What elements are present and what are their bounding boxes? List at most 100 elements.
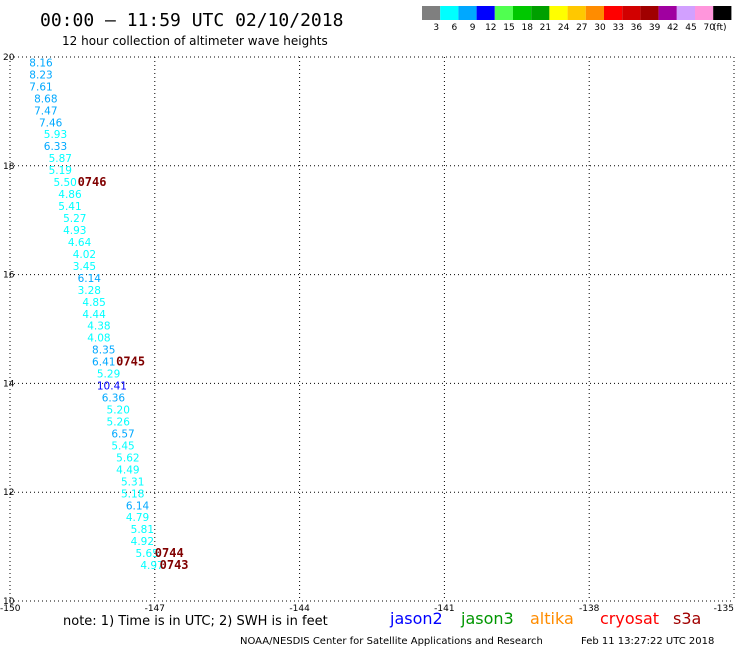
- wave-height-value: 4.79: [126, 512, 149, 524]
- wave-height-value: 5.27: [63, 213, 86, 225]
- scale-label: 6: [452, 23, 458, 33]
- scale-swatch: [713, 6, 732, 20]
- x-axis-ticks: -150 -147 -144 -141 -138 -135: [0, 604, 734, 614]
- units-note: note: 1) Time is in UTC; 2) SWH is in fe…: [63, 614, 328, 629]
- x-tick-label: -141: [434, 604, 454, 614]
- scale-label: 18: [521, 23, 533, 33]
- y-tick-label: 12: [3, 488, 14, 498]
- wave-height-value: 5.18: [121, 488, 144, 500]
- wave-height-value: 5.41: [58, 201, 81, 213]
- wave-height-value: 5.65: [135, 548, 158, 560]
- scale-label: 36: [631, 23, 643, 33]
- wave-height-value: 8.16: [29, 57, 53, 69]
- wave-height-value: 5.62: [116, 452, 139, 464]
- wave-height-value: 4.64: [68, 237, 92, 249]
- wave-height-value: 5.19: [49, 165, 72, 177]
- wave-height-value: 4.08: [87, 333, 110, 345]
- satellite-name: jason3: [460, 609, 514, 628]
- scale-label: 42: [667, 23, 678, 33]
- y-tick-label: 18: [3, 162, 15, 172]
- wave-height-value: 5.20: [107, 405, 130, 417]
- scale-swatch: [513, 6, 532, 20]
- satellite-name: altika: [530, 609, 574, 628]
- scale-swatch: [658, 6, 677, 20]
- scale-label: 70: [703, 23, 715, 33]
- wave-height-value: 4.49: [116, 464, 139, 476]
- time-label: 0745: [116, 355, 145, 369]
- wave-height-value: 6.36: [102, 393, 126, 405]
- wave-height-value: 8.68: [34, 93, 57, 105]
- wave-height-value: 5.29: [97, 369, 120, 381]
- color-scale-legend: 3 6 9 12 15 18 21 24 27 30 33 36 39 42 45 70: [422, 6, 732, 33]
- y-axis-ticks: 20 18 16 14 12 10: [3, 53, 15, 607]
- wave-height-value: 4.93: [63, 225, 86, 237]
- wave-height-value: 4.92: [131, 536, 154, 548]
- time-label: 0746: [78, 175, 107, 189]
- grid-lines: [9, 56, 735, 602]
- x-tick-label: -150: [0, 604, 21, 614]
- y-tick-label: 10: [3, 597, 15, 607]
- scale-swatch: [458, 6, 477, 20]
- satellite-legend: jason2 jason3 altika cryosat s3a: [389, 609, 701, 628]
- scale-label: 3: [433, 23, 439, 33]
- color-scale-unit: (ft): [713, 23, 727, 33]
- scale-swatch: [567, 6, 586, 20]
- wave-height-value: 7.46: [39, 117, 63, 129]
- wave-height-value: 3.45: [73, 261, 96, 273]
- scale-swatch: [494, 6, 513, 20]
- time-label: 0743: [160, 558, 189, 572]
- wave-height-value: 7.47: [34, 105, 57, 117]
- wave-height-value: 4.85: [82, 297, 105, 309]
- scale-swatch: [440, 6, 459, 20]
- wave-height-values: 8.168.237.618.687.477.465.936.335.875.19…: [29, 57, 163, 572]
- wave-height-value: 5.45: [111, 440, 134, 452]
- chart-subtitle: 12 hour collection of altimeter wave hei…: [62, 34, 328, 48]
- scale-label: 12: [485, 23, 496, 33]
- scale-label: 39: [649, 23, 661, 33]
- scale-label: 24: [558, 23, 570, 33]
- wave-height-value: 4.38: [87, 321, 110, 333]
- x-tick-label: -144: [289, 604, 310, 614]
- satellite-name: s3a: [673, 609, 701, 628]
- scale-label: 21: [540, 23, 551, 33]
- wave-height-value: 6.33: [44, 141, 67, 153]
- wave-height-value: 5.93: [44, 129, 67, 141]
- satellite-name: jason2: [389, 609, 443, 628]
- wave-height-value: 6.57: [111, 428, 134, 440]
- wave-height-value: 6.14: [78, 273, 102, 285]
- scale-swatch: [531, 6, 550, 20]
- wave-height-value: 3.28: [78, 285, 101, 297]
- satellite-name: cryosat: [600, 609, 659, 628]
- wave-height-value: 7.61: [29, 81, 52, 93]
- generated-timestamp: Feb 11 13:27:22 UTC 2018: [581, 636, 714, 647]
- y-tick-label: 16: [3, 271, 15, 281]
- wave-height-value: 6.14: [126, 500, 150, 512]
- scale-swatch: [622, 6, 641, 20]
- scale-swatch: [422, 6, 441, 20]
- scale-label: 27: [576, 23, 587, 33]
- chart-title: 00:00 – 11:59 UTC 02/10/2018: [40, 10, 343, 31]
- wave-height-value: 4.44: [82, 309, 106, 321]
- wave-height-value: 10.41: [97, 381, 127, 393]
- wave-height-value: 5.50: [53, 177, 76, 189]
- x-tick-label: -135: [714, 604, 734, 614]
- wave-height-value: 5.81: [131, 524, 154, 536]
- scale-swatch: [604, 6, 623, 20]
- wave-height-value: 8.35: [92, 345, 115, 357]
- wave-height-value: 4.02: [73, 249, 96, 261]
- x-tick-label: -147: [145, 604, 165, 614]
- scale-label: 30: [594, 23, 606, 33]
- scale-swatch: [585, 6, 604, 20]
- y-tick-label: 20: [3, 53, 15, 63]
- scale-swatch: [676, 6, 695, 20]
- scale-label: 33: [612, 23, 623, 33]
- credit-line: NOAA/NESDIS Center for Satellite Applica…: [240, 636, 543, 647]
- scale-label: 15: [503, 23, 514, 33]
- plot-area: -150 -147 -144 -141 -138 -135 20 18 16 14 12 10 8.…: [0, 53, 735, 614]
- scale-swatch: [640, 6, 659, 20]
- y-tick-label: 14: [3, 379, 15, 389]
- scale-swatch: [476, 6, 495, 20]
- wave-height-value: 4.97: [140, 560, 163, 572]
